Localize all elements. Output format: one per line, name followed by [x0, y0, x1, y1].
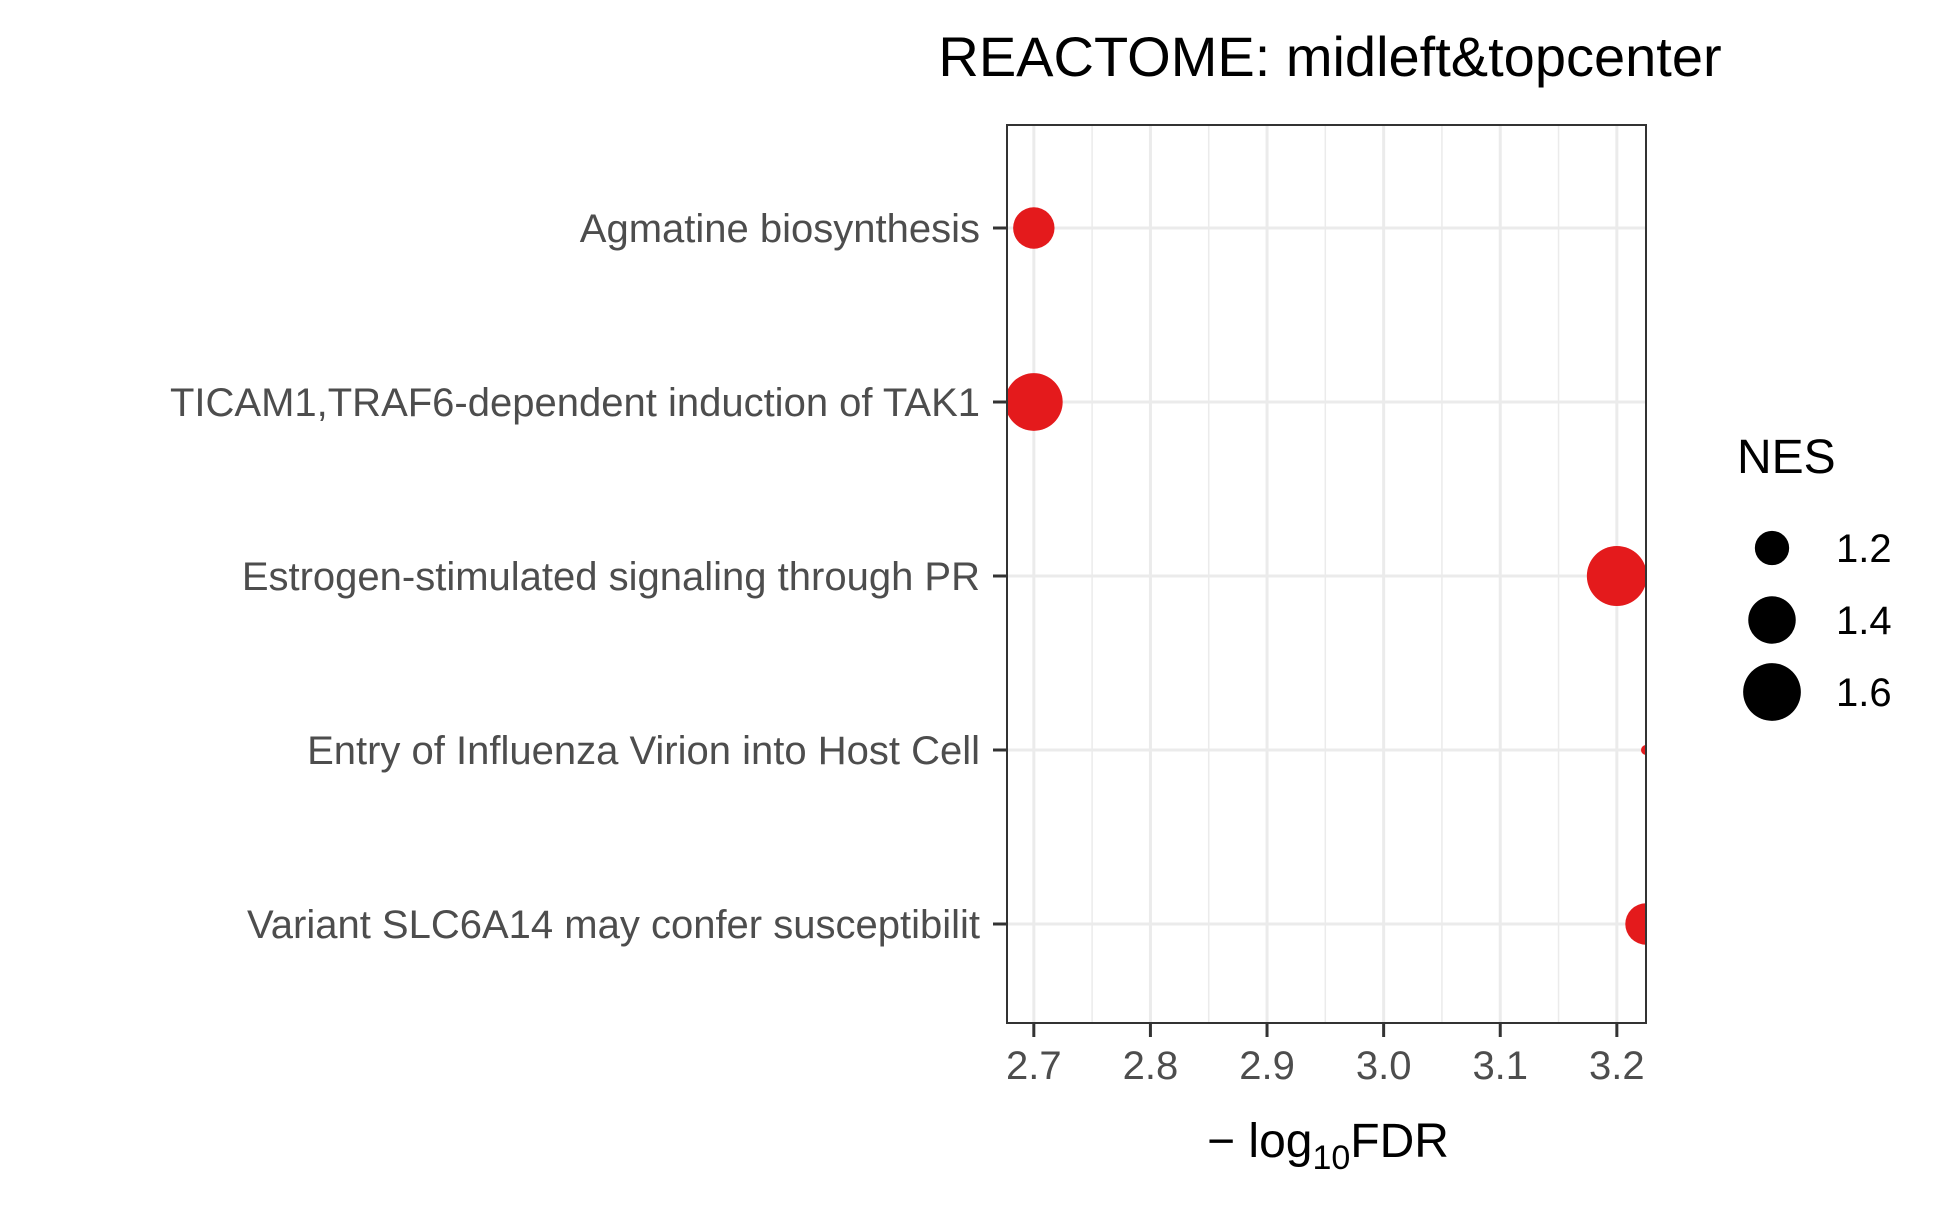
y-tick-label: Variant SLC6A14 may confer susceptibilit: [247, 903, 980, 947]
data-point: [1641, 745, 1646, 755]
panel-background: [1007, 125, 1646, 1023]
plot-panel: [1007, 125, 1646, 1023]
chart-title: REACTOME: midleft&topcenter: [938, 25, 1721, 88]
legend-key-symbol: [1754, 530, 1790, 566]
legend-title: NES: [1737, 431, 1836, 484]
y-tick-label: Agmatine biosynthesis: [580, 207, 980, 251]
x-axis-title: − log10FDR: [1207, 1115, 1449, 1177]
legend-key-label: 1.4: [1836, 599, 1892, 643]
data-point: [1007, 373, 1063, 431]
legend-key-symbol: [1743, 663, 1801, 721]
y-axis: Agmatine biosynthesis TICAM1,TRAF6-depend…: [170, 207, 1007, 947]
legend-keys: 1.2 1.4 1.6: [1743, 527, 1892, 721]
x-tick-label: 2.8: [1123, 1044, 1179, 1088]
y-tick-label: Estrogen-stimulated signaling through PR: [242, 555, 980, 599]
x-axis-title-subscript: 10: [1312, 1139, 1350, 1177]
legend: NES 1.2 1.4 1.6: [1737, 431, 1892, 721]
data-point: [1586, 546, 1646, 606]
legend-key-label: 1.6: [1836, 671, 1892, 715]
legend-key-label: 1.2: [1836, 527, 1892, 571]
legend-key-symbol: [1748, 596, 1796, 644]
data-points: [1007, 207, 1646, 945]
x-tick-label: 3.2: [1589, 1044, 1645, 1088]
x-axis: 2.7 2.8 2.9 3.0 3.1 3.2: [1006, 1023, 1645, 1088]
x-tick-label: 2.9: [1239, 1044, 1295, 1088]
x-tick-label: 3.0: [1356, 1044, 1412, 1088]
x-tick-label: 3.1: [1472, 1044, 1528, 1088]
y-tick-label: TICAM1,TRAF6-dependent induction of TAK1: [170, 381, 980, 425]
data-point: [1013, 207, 1055, 249]
panel-border: [1006, 124, 1647, 1024]
y-tick-label: Entry of Influenza Virion into Host Cell: [307, 729, 980, 773]
x-axis-title-suffix: FDR: [1350, 1115, 1449, 1168]
data-point: [1625, 903, 1646, 945]
x-tick-label: 2.7: [1006, 1044, 1062, 1088]
x-axis-title-prefix: − log: [1207, 1115, 1312, 1168]
